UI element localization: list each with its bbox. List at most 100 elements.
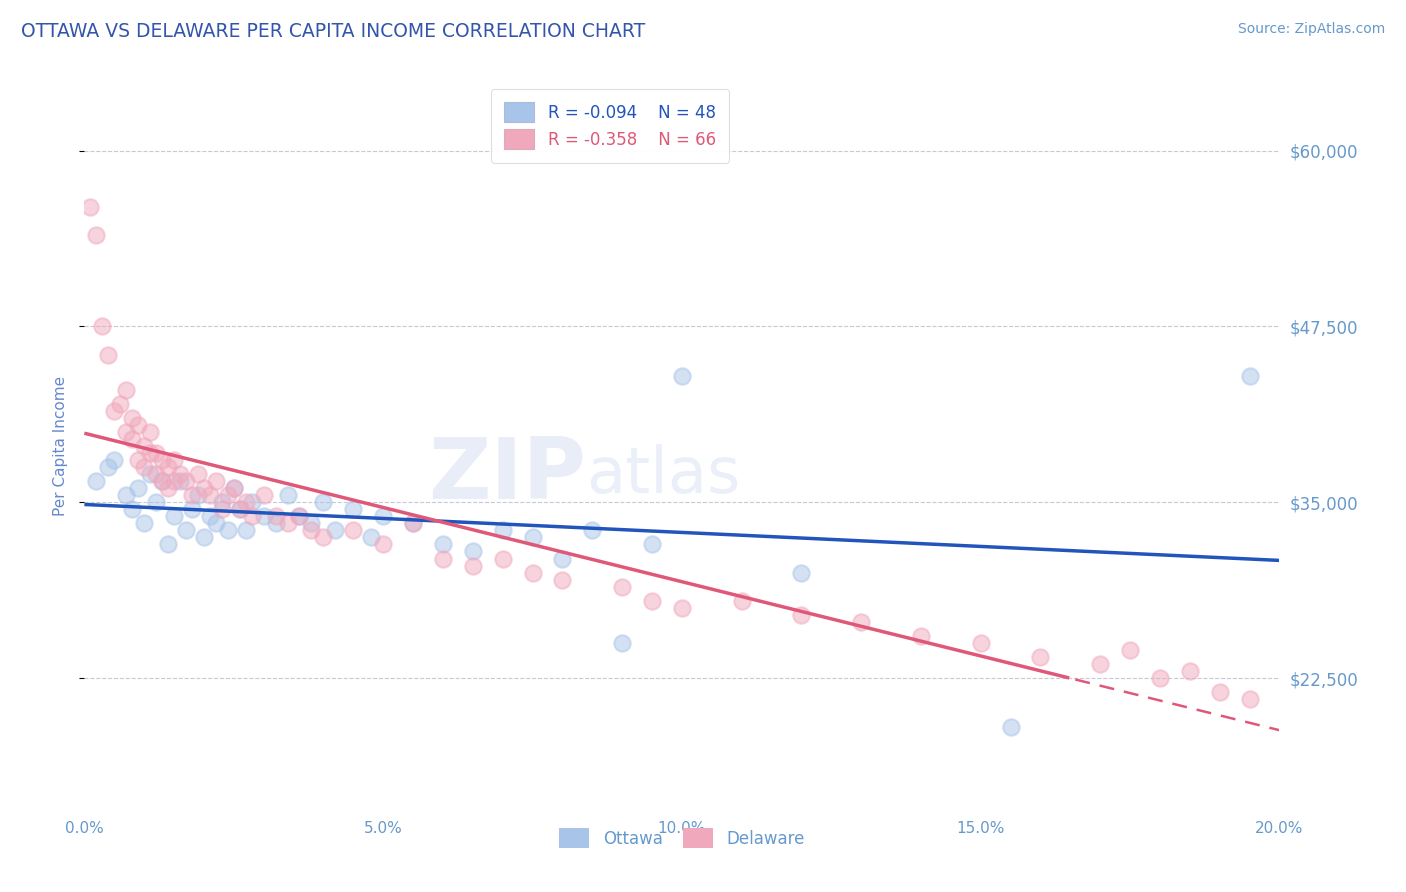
Point (264, 516, 287, 531)
Point (277, 516, 299, 531)
Point (79, 200, 101, 214)
Text: atlas: atlas (586, 444, 741, 507)
Point (132, 516, 156, 531)
Point (127, 417, 149, 432)
Point (235, 524, 257, 538)
Point (671, 600, 693, 615)
Text: ZIP: ZIP (429, 434, 586, 516)
Point (264, 509, 287, 524)
Point (86, 474, 108, 488)
Point (139, 446, 162, 460)
Point (551, 551, 574, 566)
Point (121, 410, 143, 425)
Point (240, 509, 263, 524)
Point (671, 368, 693, 383)
Point (360, 530, 382, 544)
Point (581, 524, 603, 538)
Point (163, 509, 186, 524)
Point (731, 593, 754, 607)
Point (373, 509, 395, 524)
Point (641, 593, 664, 607)
Point (211, 502, 233, 516)
Point (115, 383, 138, 397)
Point (312, 495, 335, 509)
Point (1209, 685, 1232, 699)
Point (86, 227, 108, 242)
Point (235, 495, 257, 509)
Point (461, 558, 484, 573)
Point (228, 502, 252, 516)
Point (301, 524, 323, 538)
Point (181, 488, 204, 502)
Point (174, 524, 197, 538)
Point (169, 467, 191, 482)
Point (198, 509, 221, 524)
Legend: Ottawa, Delaware: Ottawa, Delaware (550, 818, 814, 858)
Point (342, 502, 364, 516)
Text: OTTAWA VS DELAWARE PER CAPITA INCOME CORRELATION CHART: OTTAWA VS DELAWARE PER CAPITA INCOME COR… (21, 22, 645, 41)
Point (253, 488, 276, 502)
Point (157, 537, 180, 551)
Point (193, 481, 215, 495)
Point (217, 488, 239, 502)
Point (127, 481, 149, 495)
Point (970, 636, 993, 650)
Point (150, 474, 173, 488)
Point (240, 495, 263, 509)
Point (1178, 664, 1201, 678)
Point (121, 502, 143, 516)
Point (163, 474, 186, 488)
Point (145, 495, 167, 509)
Point (145, 446, 167, 460)
Point (115, 425, 138, 439)
Point (253, 509, 276, 524)
Point (373, 537, 395, 551)
Point (174, 474, 197, 488)
Point (211, 495, 233, 509)
Point (157, 481, 180, 495)
Text: Source: ZipAtlas.com: Source: ZipAtlas.com (1237, 22, 1385, 37)
Point (198, 488, 221, 502)
Point (103, 453, 125, 467)
Point (157, 460, 180, 475)
Point (910, 629, 932, 643)
Point (1000, 720, 1022, 734)
Point (641, 537, 664, 551)
Point (169, 474, 191, 488)
Point (228, 502, 252, 516)
Point (139, 467, 162, 482)
Point (222, 481, 245, 495)
Point (187, 467, 209, 482)
Point (132, 439, 156, 453)
Point (145, 467, 167, 482)
Point (342, 524, 364, 538)
Point (1149, 671, 1171, 685)
Point (132, 460, 156, 475)
Point (288, 509, 311, 524)
Point (1090, 657, 1112, 671)
Point (181, 502, 204, 516)
Point (492, 551, 515, 566)
Point (1239, 692, 1261, 706)
Point (127, 453, 149, 467)
Point (115, 488, 138, 502)
Point (97, 347, 120, 362)
Point (522, 566, 544, 580)
Point (205, 474, 228, 488)
Point (91, 319, 114, 334)
Point (193, 530, 215, 544)
Point (150, 474, 173, 488)
Point (325, 524, 347, 538)
Point (461, 544, 484, 558)
Point (163, 453, 186, 467)
Point (612, 636, 634, 650)
Point (790, 566, 813, 580)
Point (522, 530, 544, 544)
Point (612, 580, 634, 594)
Point (790, 607, 813, 622)
Point (110, 397, 132, 411)
Y-axis label: Per Capita Income: Per Capita Income (52, 376, 67, 516)
Point (432, 537, 454, 551)
Point (1239, 368, 1261, 383)
Point (312, 530, 335, 544)
